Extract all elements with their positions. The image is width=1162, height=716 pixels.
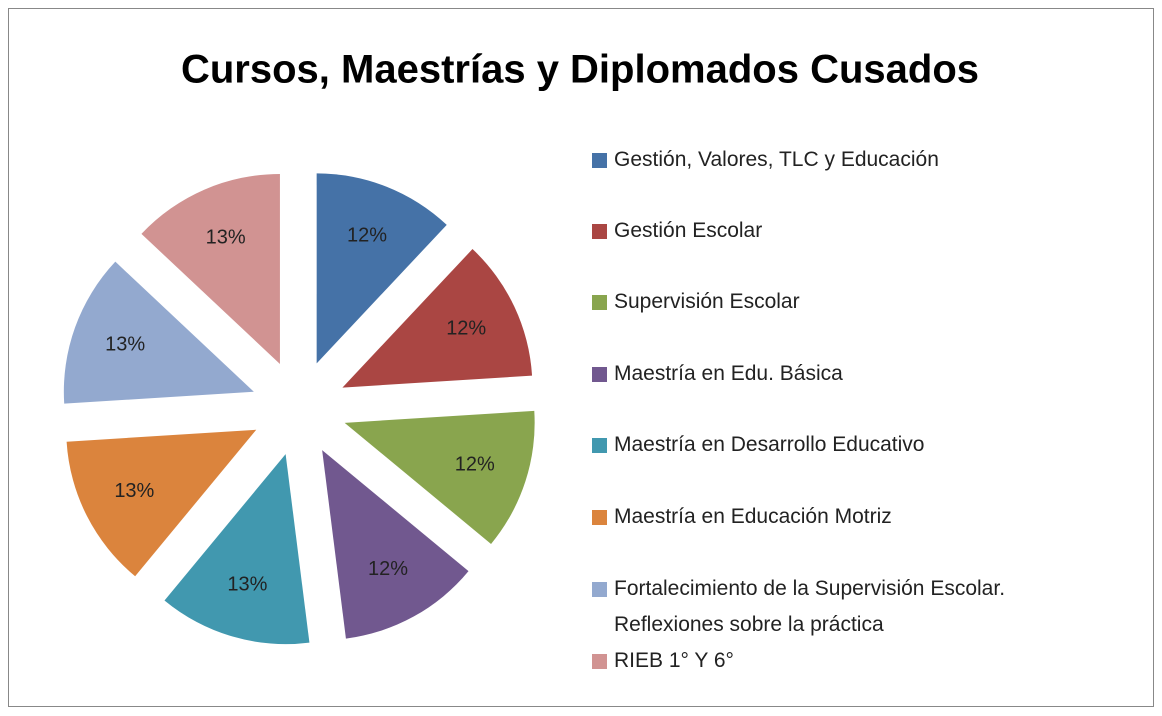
pie-slice — [316, 173, 447, 364]
data-label: 13% — [105, 334, 145, 356]
legend-swatch — [592, 367, 607, 382]
legend-entry: Supervisión Escolar — [592, 284, 1112, 320]
legend-entry: Maestría en Educación Motriz — [592, 499, 1112, 535]
data-label: 12% — [368, 558, 408, 580]
legend-entry: RIEB 1° Y 6° — [592, 643, 1112, 679]
chart-title: Cursos, Maestrías y Diplomados Cusados — [181, 48, 979, 92]
data-label: 13% — [114, 480, 154, 502]
legend-label: Supervisión Escolar — [614, 290, 800, 313]
legend-swatch — [592, 510, 607, 525]
legend-label: Gestión Escolar — [614, 219, 763, 242]
pie-slice — [322, 450, 469, 639]
pie-slice — [66, 429, 257, 577]
legend-swatch — [592, 295, 607, 310]
data-label: 13% — [206, 227, 246, 249]
pie-slice — [164, 454, 310, 645]
legend-label: Maestría en Edu. Básica — [614, 362, 843, 385]
legend-swatch — [592, 153, 607, 168]
legend-entry: Maestría en Desarrollo Educativo — [592, 427, 1112, 463]
pie-slice — [141, 173, 280, 364]
pie-slice — [63, 261, 254, 404]
legend-entry: Maestría en Edu. Básica — [592, 356, 1112, 392]
legend-label: Maestría en Educación Motriz — [614, 505, 892, 528]
legend-swatch — [592, 438, 607, 453]
legend-label: Fortalecimiento de la Supervisión Escola… — [614, 577, 1006, 636]
pie-slice — [344, 410, 535, 544]
legend-entry: Gestión Escolar — [592, 213, 1112, 249]
legend-label: RIEB 1° Y 6° — [614, 649, 734, 672]
legend-label: Maestría en Desarrollo Educativo — [614, 433, 925, 456]
legend-entry: Fortalecimiento de la Supervisión Escola… — [592, 571, 1112, 643]
pie-slice — [342, 249, 533, 388]
data-label: 12% — [347, 224, 387, 246]
legend-swatch — [592, 654, 607, 669]
data-label: 12% — [446, 318, 486, 340]
data-label: 12% — [455, 453, 495, 475]
legend-swatch — [592, 224, 607, 239]
legend-label: Gestión, Valores, TLC y Educación — [614, 148, 939, 171]
legend-swatch — [592, 582, 607, 597]
legend-entry: Gestión, Valores, TLC y Educación — [592, 142, 1112, 178]
data-label: 13% — [227, 574, 267, 596]
